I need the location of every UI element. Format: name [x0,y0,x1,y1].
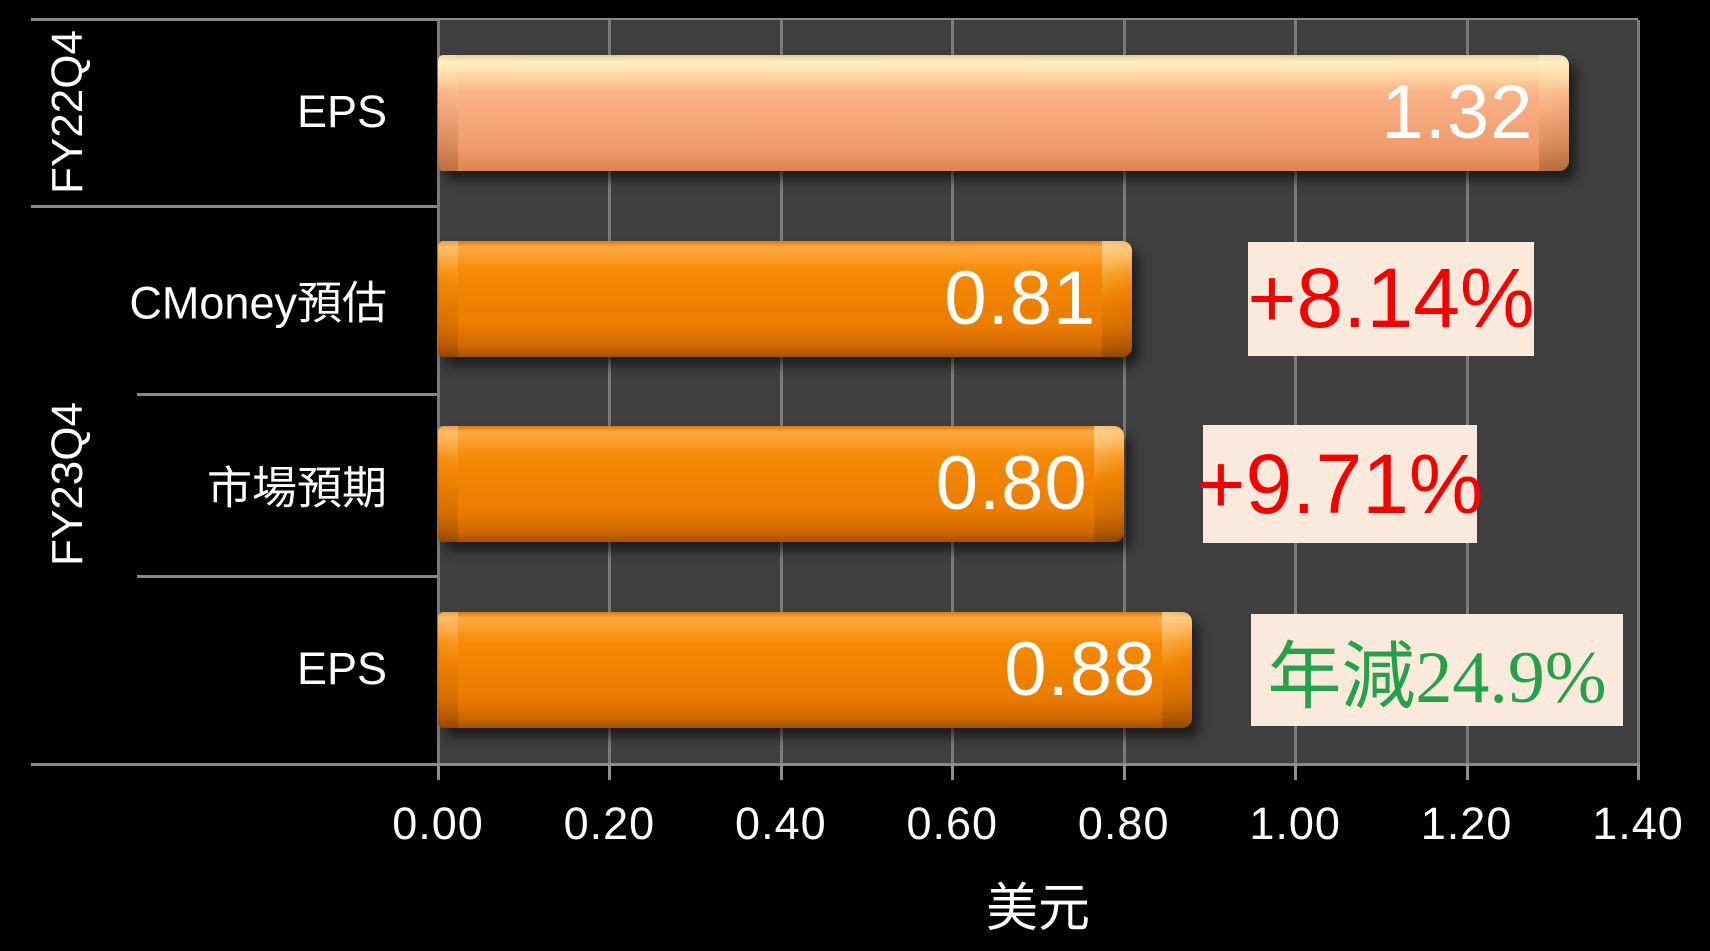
bar-value-label: 0.81 [944,255,1097,341]
x-axis-title: 美元 [985,881,1090,938]
group-label-fy22q4: FY22Q4 [43,30,92,194]
x-axis-tick [779,763,783,780]
category-label: 市場預期 [206,462,387,514]
category-label: CMoney預估 [129,277,387,329]
x-axis-tick [437,763,440,780]
category-divider-line [137,575,437,578]
annotation-red: +9.71% [1196,425,1484,544]
gridline [1122,20,1126,763]
bar-row: 0.88 年減24.9% [438,577,1638,763]
category-divider-line [137,393,437,396]
bar-value-label: 0.88 [1004,627,1157,713]
bar-1.32: 1.32 [438,54,1570,171]
bar-0.88: 0.88 [438,612,1193,729]
x-axis-tick [1637,763,1640,780]
x-axis-tick [1122,763,1126,780]
bar-row: 1.32 [438,20,1638,206]
bar-row: 0.80 +9.71% [438,392,1638,578]
bar-0.80: 0.80 [438,426,1124,543]
x-tick-label: 1.00 [1249,798,1341,849]
x-axis-tick [1465,763,1469,780]
x-axis-tick [951,763,955,780]
plot-area: 1.32 0.81 +8.14% 0.80 +9.71% 0.88 年減24.9% [437,20,1640,763]
bar-rows: 1.32 0.81 +8.14% 0.80 +9.71% 0.88 年減24.9% [438,20,1638,763]
group-label-fy23q4: FY23Q4 [43,402,92,566]
chart-top-border [31,18,1638,21]
x-tick-label: 0.00 [392,798,484,849]
bar-value-label: 0.80 [935,441,1088,527]
gridline [1637,20,1640,763]
annotation-green: 年減24.9% [1251,614,1623,727]
x-axis-tick [1294,763,1298,780]
bar-row: 0.81 +8.14% [438,206,1638,392]
group-divider-line [31,205,437,208]
gridline [608,20,612,763]
gridline [779,20,783,763]
annotation-red: +8.14% [1247,241,1535,356]
x-tick-label: 0.20 [563,798,656,849]
category-label: EPS [296,643,387,694]
x-axis-line [31,763,1638,766]
category-label: EPS [296,86,387,137]
gridline [1294,20,1298,763]
x-axis-tick [608,763,612,780]
x-tick-label: 1.20 [1420,798,1513,849]
x-tick-label: 1.40 [1592,798,1684,849]
bar-value-label: 1.32 [1381,69,1534,155]
gridline [437,20,440,763]
x-tick-label: 0.40 [735,798,827,849]
gridline [951,20,955,763]
gridline [1465,20,1469,763]
x-tick-label: 0.80 [1077,798,1170,849]
x-tick-label: 0.60 [906,798,999,849]
bar-0.81: 0.81 [438,240,1133,357]
